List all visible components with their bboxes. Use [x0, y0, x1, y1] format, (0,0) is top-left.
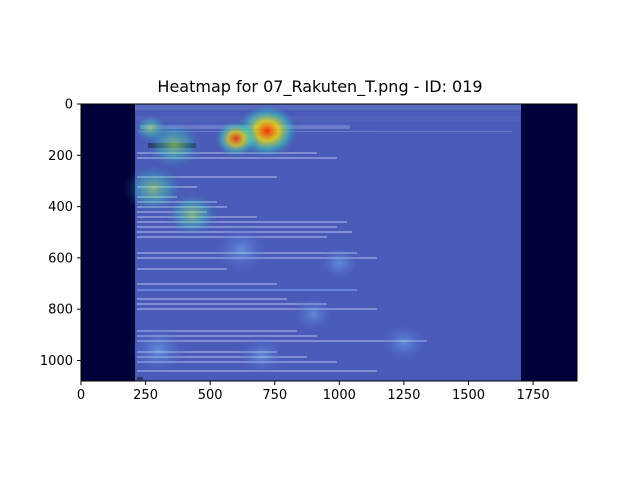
- x-tick-label: 1500: [452, 388, 485, 403]
- hotspot-layer: [122, 104, 430, 378]
- y-tick-label: 0: [65, 98, 73, 113]
- plot-frame: [80, 103, 578, 382]
- x-tick-label: 1750: [517, 388, 550, 403]
- heat-hotspot-7: [316, 243, 363, 283]
- y-axis: 0 200 400 600 800 1000: [40, 98, 81, 369]
- heat-hotspot-9: [378, 320, 430, 365]
- chart-title: Heatmap for 07_Rakuten_T.png - ID: 019: [157, 77, 483, 96]
- heat-hotspot-3: [143, 118, 205, 172]
- x-tick-label: 250: [133, 388, 158, 403]
- x-axis: 0 250 500 750 1000 1250 1500 1750: [77, 381, 550, 403]
- y-tick-label: 400: [48, 200, 73, 215]
- y-tick-label: 1000: [40, 354, 73, 369]
- y-tick-label: 800: [48, 303, 73, 318]
- heat-hotspot-5: [163, 190, 221, 239]
- heat-hotspot-8: [290, 294, 337, 335]
- x-tick-label: 1000: [323, 388, 356, 403]
- heat-hotspot-11: [236, 333, 288, 378]
- x-tick-label: 500: [198, 388, 223, 403]
- x-tick-label: 750: [262, 388, 287, 403]
- x-tick-label: 1250: [387, 388, 420, 403]
- heat-hotspot-10: [127, 323, 190, 377]
- heat-hotspot-1: [212, 118, 260, 159]
- y-tick-label: 600: [48, 251, 73, 266]
- x-tick-label: 0: [77, 388, 85, 403]
- heat-hotspot-6: [210, 223, 273, 277]
- y-tick-label: 200: [48, 149, 73, 164]
